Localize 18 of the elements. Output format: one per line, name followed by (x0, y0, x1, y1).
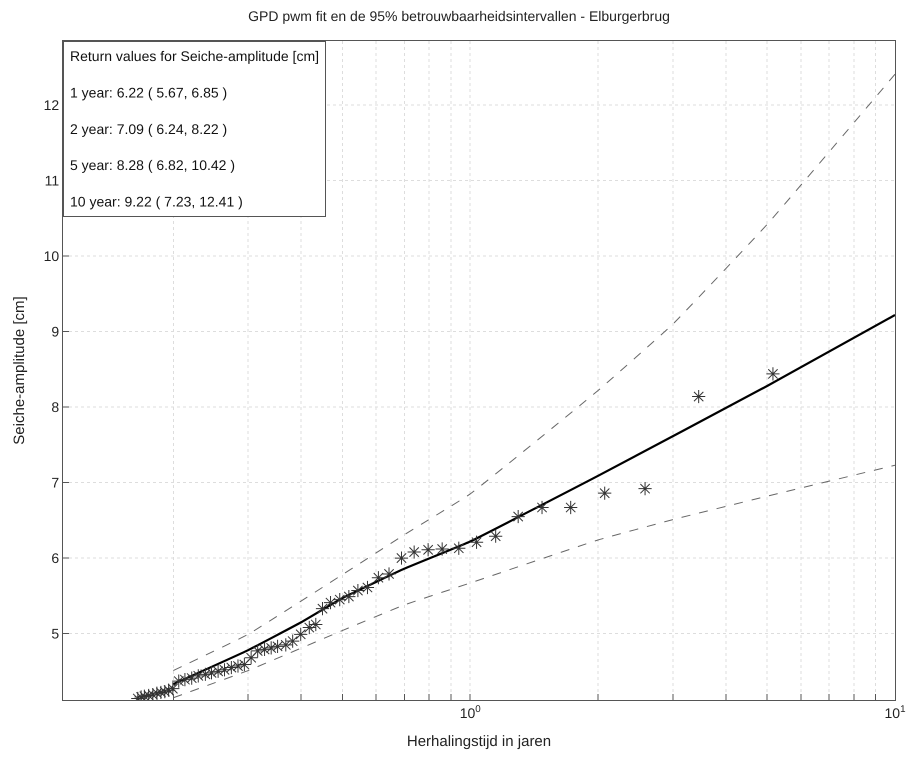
y-tick-label: 10 (44, 248, 60, 264)
y-tick-label: 9 (51, 324, 60, 340)
chart-title: GPD pwm fit en de 95% betrouwbaarheidsintervallen - Elburgerbrug (248, 8, 670, 24)
annotation: 10 year: 9.22 ( 7.23, 12.41 ) (70, 194, 243, 210)
annotation: 2 year: 7.09 ( 6.24, 8.22 ) (70, 120, 228, 137)
y-tick-label: 5 (51, 625, 60, 642)
annotation: Return values for Seiche-amplitude [cm] (70, 48, 319, 64)
y-tick-label: 6 (51, 550, 60, 566)
y-tick-label: 7 (51, 474, 60, 490)
x-tick-label: 10$^{0}$ (460, 704, 482, 721)
x-axis-title: Herhalingstijd in jaren (406, 732, 552, 750)
y-tick-label: 12 (44, 97, 60, 114)
annotation: 1 year: 6.22 ( 5.67, 6.85 ) (70, 84, 228, 100)
annotation: 5 year: 8.28 ( 6.82, 10.42 ) (70, 157, 235, 174)
x-tick-label: 10$^{1}$ (884, 704, 906, 721)
y-tick-label: 11 (44, 172, 60, 189)
y-tick-label: 8 (51, 399, 60, 416)
y-axis-title: Seiche-amplitude [cm] (10, 296, 28, 445)
